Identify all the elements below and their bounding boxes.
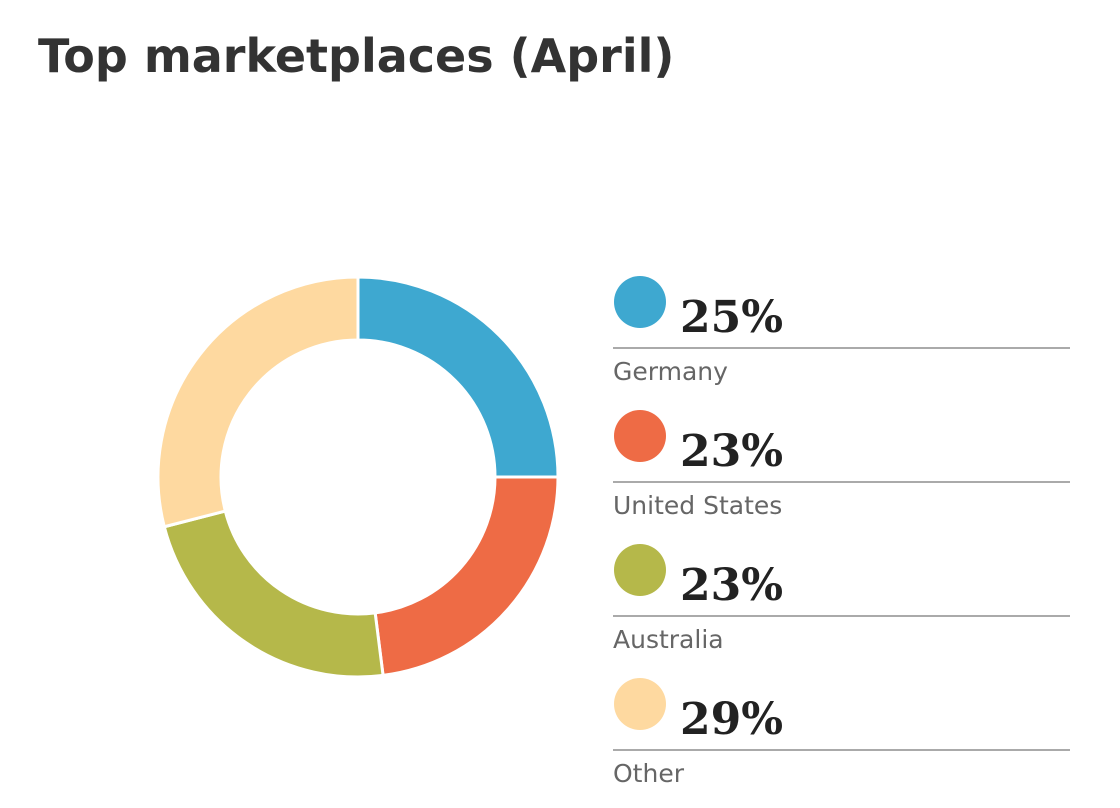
legend-label: Germany [613,357,728,386]
legend-label: United States [613,491,782,520]
legend-swatch [614,544,666,596]
chart-title: Top marketplaces (April) [38,29,674,83]
legend-label: Other [613,759,685,788]
donut-slice [356,275,560,479]
donut-slice [373,475,560,678]
data-label: 23% [680,426,783,477]
donut-slice [156,275,360,529]
donut-slice [162,509,385,679]
legend-swatch [614,276,666,328]
legend-swatch [614,410,666,462]
legend-swatch [614,678,666,730]
legend-label: Australia [613,625,724,654]
data-label: 23% [680,560,783,611]
data-label: 25% [680,292,783,343]
data-label: 29% [680,694,783,745]
